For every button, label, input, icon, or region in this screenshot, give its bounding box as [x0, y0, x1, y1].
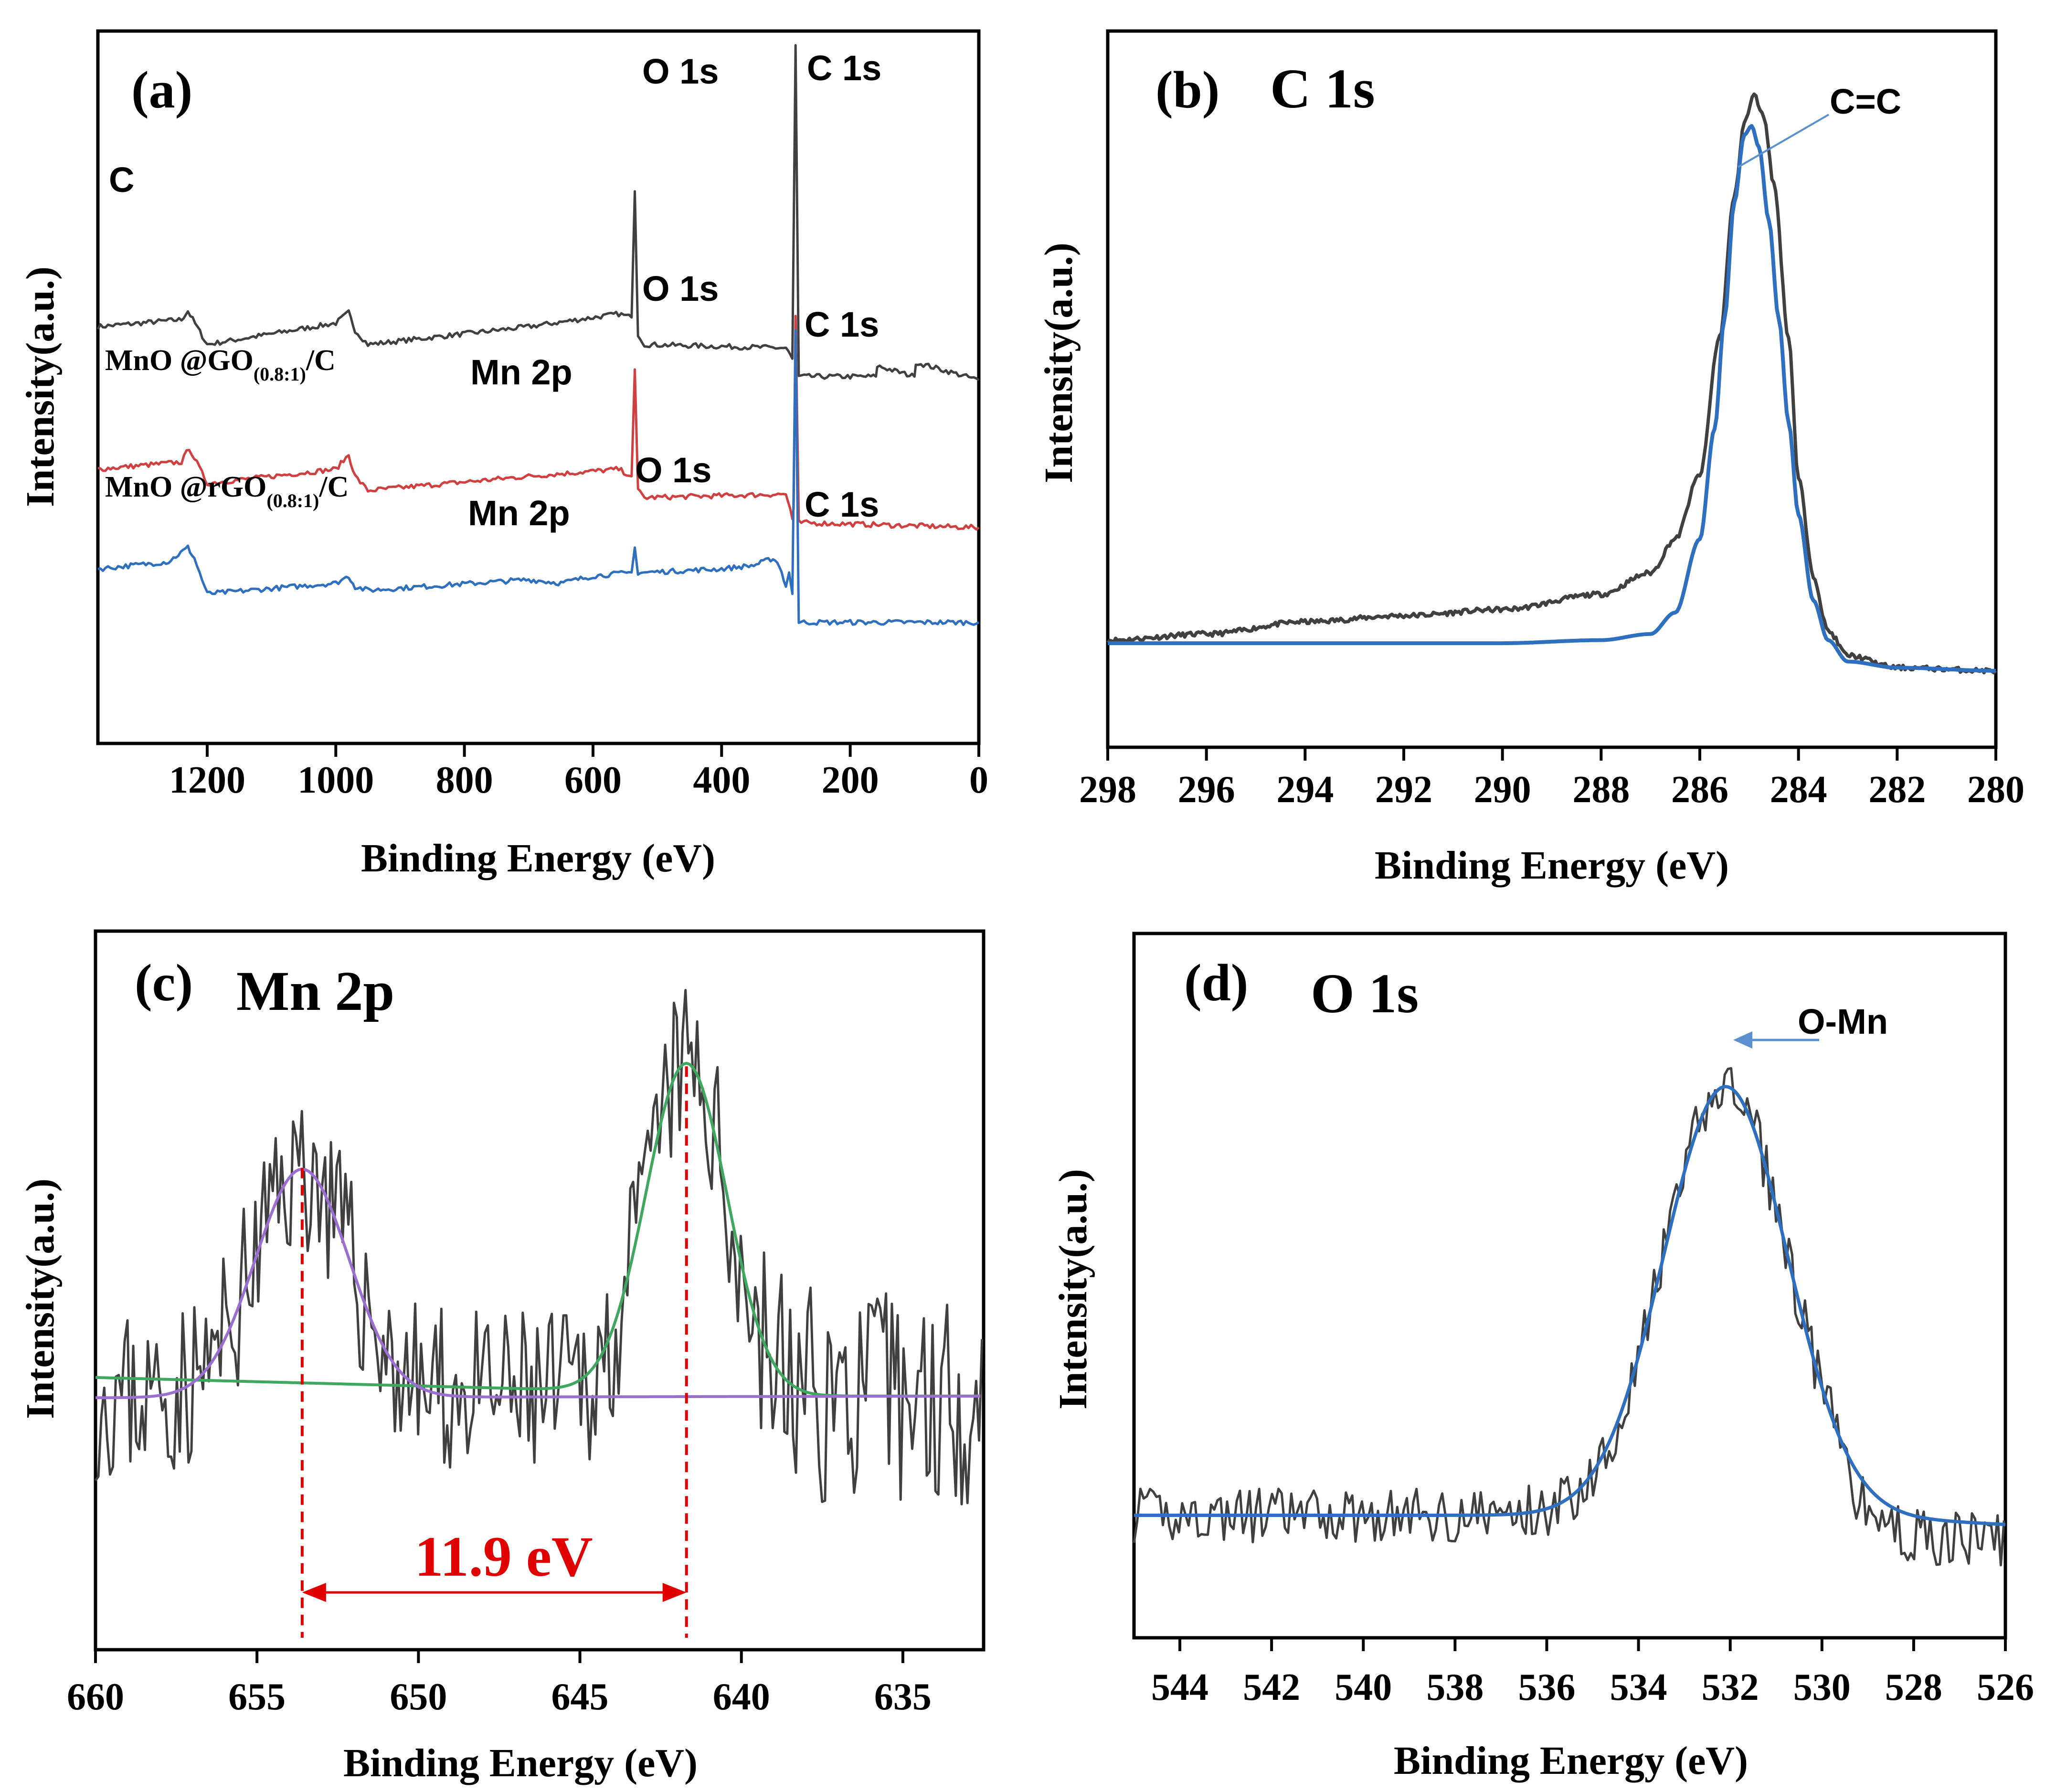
panel-d-xtick-label: 542: [1243, 1666, 1300, 1708]
annotation-c1s-rgo: C 1s: [805, 485, 879, 524]
panel-b-label: (b): [1155, 61, 1219, 119]
annotation-mn2p-rgo: Mn 2p: [468, 493, 570, 533]
panel-d-ticks: 544 542 540 538 536 534 532 530 528 526: [1151, 1638, 2034, 1708]
survey-line-mno-rgo: [97, 329, 980, 626]
o1s-raw-line: [1133, 1067, 2005, 1567]
panel-d-xtick-label: 530: [1793, 1666, 1851, 1708]
annotation-c1s-c: C 1s: [807, 48, 881, 88]
panel-c-xtick-label: 650: [390, 1676, 447, 1718]
panel-d-xtick-label: 540: [1335, 1666, 1392, 1708]
panel-a-xtick-label: 200: [822, 759, 879, 801]
survey-line-c: [96, 44, 980, 382]
panel-c: 660 655 650 645 640 635 (c) Mn 2p Binding Ene…: [18, 929, 986, 1785]
panel-b-xtick-label: 286: [1671, 769, 1728, 811]
panel-d-xtick-label: 544: [1151, 1666, 1208, 1708]
panel-a-xtick-label: 800: [436, 759, 493, 801]
mn2p-fit-line-2p1: [95, 1167, 981, 1400]
c1s-raw-line: [1106, 92, 1997, 675]
panel-c-ylabel: Intensity(a.u.): [18, 1178, 63, 1419]
separation-arrow-head-right: [662, 1583, 687, 1602]
annotation-mn2p-go: Mn 2p: [470, 352, 572, 392]
panel-d-xtick-label: 532: [1702, 1666, 1759, 1708]
mn2p-raw-line: [94, 989, 984, 1506]
annotation-c1s-go: C 1s: [805, 305, 879, 344]
panel-b: 298 296 294 292 290 288 286 284 282 280 (b) C 1s …: [1037, 29, 2024, 888]
panel-c-xtick-label: 635: [874, 1676, 932, 1718]
panel-b-ticks: 298 296 294 292 290 288 286 284 282 280: [1079, 747, 2024, 811]
c-eq-c-leader-line: [1737, 114, 1830, 168]
annotation-o1s-go: O 1s: [642, 269, 719, 308]
panel-a-xlabel: Binding Energy (eV): [361, 836, 715, 880]
panel-b-xtick-label: 280: [1967, 769, 2024, 811]
panel-b-xtick-label: 282: [1868, 769, 1926, 811]
series-label-mno-go: MnO @GO(0.8:1)/C: [105, 344, 336, 385]
panel-c-label: (c): [135, 954, 193, 1012]
panel-a-xtick-label: 0: [969, 759, 988, 801]
panel-b-xlabel: Binding Energy (eV): [1375, 843, 1729, 888]
separation-arrow-head-left: [302, 1583, 326, 1602]
panel-c-frame: [94, 929, 986, 1652]
panel-c-xtick-label: 660: [67, 1676, 124, 1718]
peak-separation-marker: [300, 1066, 688, 1638]
panel-d-xtick-label: 536: [1518, 1666, 1575, 1708]
panel-c-xtick-label: 640: [713, 1676, 770, 1718]
panel-b-title: C 1s: [1270, 57, 1375, 120]
panel-a-ylabel: Intensity(a.u.): [18, 266, 63, 507]
panel-c-xlabel: Binding Energy (eV): [343, 1741, 698, 1785]
panel-b-ylabel: Intensity(a.u.): [1037, 243, 1081, 483]
panel-a-xtick-label: 400: [693, 759, 750, 801]
panel-d-title: O 1s: [1311, 962, 1419, 1025]
panel-c-xtick-label: 655: [228, 1676, 286, 1718]
panel-b-xtick-label: 292: [1375, 769, 1432, 811]
panel-a-ticks: 1200 1000 800 600 400 200 0: [169, 743, 988, 801]
panel-d-xlabel: Binding Energy (eV): [1394, 1739, 1748, 1783]
annotation-o1s-rgo: O 1s: [635, 450, 711, 490]
panel-a-xtick-label: 1000: [297, 759, 374, 801]
survey-line-mno-go: [97, 315, 980, 531]
panel-d-ylabel: Intensity(a.u.): [1051, 1169, 1095, 1410]
panel-b-xtick-label: 284: [1770, 769, 1827, 811]
panel-b-xtick-label: 288: [1572, 769, 1630, 811]
peak-separation-label: 11.9 eV: [414, 1525, 593, 1588]
panel-a-label: (a): [131, 61, 192, 119]
panel-d-xtick-label: 534: [1610, 1666, 1667, 1708]
panel-c-lines: [94, 989, 984, 1506]
panel-d-lines: [1133, 1067, 2006, 1567]
o-mn-arrow-head: [1733, 1031, 1752, 1049]
panel-d-frame: [1132, 932, 2007, 1640]
panel-b-frame: [1106, 29, 1998, 749]
annotation-o1s-c: O 1s: [642, 52, 719, 91]
o1s-fit-line: [1134, 1085, 2006, 1527]
panel-a-frame: [96, 29, 981, 745]
panel-a-xtick-label: 1200: [169, 759, 245, 801]
panel-b-xtick-label: 298: [1079, 769, 1136, 811]
panel-b-xtick-label: 294: [1276, 769, 1334, 811]
panel-c-xtick-label: 645: [551, 1676, 609, 1718]
panel-a-xtick-label: 600: [564, 759, 622, 801]
panel-d: 544 542 540 538 536 534 532 530 528 526 (d) O 1s …: [1051, 932, 2034, 1783]
panel-b-lines: [1106, 92, 1997, 675]
panel-b-xtick-label: 290: [1474, 769, 1531, 811]
panel-d-xtick-label: 538: [1426, 1666, 1484, 1708]
panel-d-xtick-label: 528: [1885, 1666, 1942, 1708]
series-label-c: C: [109, 160, 134, 200]
c1s-fit-line: [1108, 124, 1996, 673]
panel-a: 1200 1000 800 600 400 200 0 (a) Binding Energy…: [18, 29, 988, 880]
panel-d-label: (d): [1184, 954, 1248, 1012]
panel-b-xtick-label: 296: [1178, 769, 1235, 811]
annotation-c-eq-c: C=C: [1830, 82, 1901, 121]
panel-c-ticks: 660 655 650 645 640 635: [67, 1650, 932, 1718]
panel-c-title: Mn 2p: [236, 960, 394, 1022]
panel-d-xtick-label: 526: [1977, 1666, 2034, 1708]
annotation-o-mn: O-Mn: [1798, 1002, 1888, 1041]
panel-a-lines: [96, 44, 980, 626]
series-label-mno-rgo: MnO @rGO(0.8:1)/C: [105, 471, 349, 511]
